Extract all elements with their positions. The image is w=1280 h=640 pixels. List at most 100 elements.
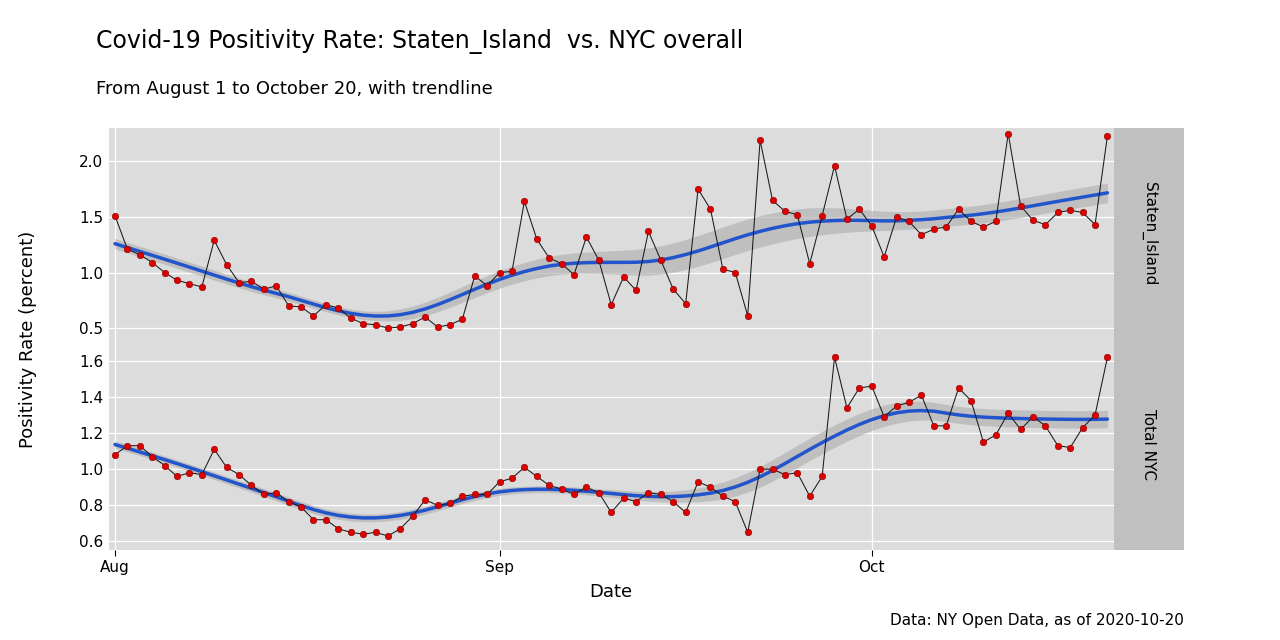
Point bbox=[1085, 410, 1106, 420]
Point bbox=[911, 390, 932, 400]
Point bbox=[204, 444, 224, 454]
Point bbox=[179, 468, 200, 478]
Point bbox=[328, 524, 348, 534]
Point bbox=[700, 204, 721, 214]
Point bbox=[650, 255, 671, 266]
Point bbox=[142, 451, 163, 461]
Point bbox=[216, 260, 237, 270]
Point bbox=[1073, 422, 1093, 433]
Point bbox=[750, 464, 771, 474]
Point bbox=[639, 488, 659, 498]
Point bbox=[800, 491, 820, 501]
Point bbox=[986, 216, 1006, 227]
Point bbox=[118, 244, 138, 254]
Point bbox=[241, 480, 261, 490]
Point bbox=[229, 277, 250, 287]
Point bbox=[849, 204, 869, 214]
Point bbox=[750, 135, 771, 145]
Text: Staten_Island: Staten_Island bbox=[1140, 182, 1157, 285]
Point bbox=[241, 276, 261, 287]
Point bbox=[266, 488, 287, 498]
Point bbox=[626, 285, 646, 296]
Point bbox=[515, 462, 535, 472]
Point bbox=[663, 497, 684, 507]
Point bbox=[774, 470, 795, 480]
Point bbox=[650, 490, 671, 500]
Point bbox=[763, 195, 783, 205]
Point bbox=[874, 252, 895, 262]
Point bbox=[837, 214, 858, 224]
Point bbox=[415, 312, 435, 322]
Point bbox=[539, 480, 559, 490]
Point bbox=[353, 529, 374, 540]
Point bbox=[1010, 201, 1030, 211]
Point bbox=[886, 212, 906, 222]
Point bbox=[428, 322, 448, 332]
Point bbox=[502, 473, 522, 483]
Point bbox=[973, 222, 993, 232]
Point bbox=[886, 401, 906, 411]
Point bbox=[539, 253, 559, 263]
Point bbox=[192, 282, 212, 292]
Point bbox=[477, 281, 498, 291]
Point bbox=[291, 502, 311, 512]
Point bbox=[998, 408, 1019, 419]
Point bbox=[613, 493, 634, 503]
Point bbox=[378, 323, 398, 333]
Point bbox=[179, 278, 200, 289]
Point bbox=[986, 429, 1006, 440]
Point bbox=[724, 268, 745, 278]
Point bbox=[1047, 207, 1068, 218]
Point bbox=[465, 490, 485, 500]
Point bbox=[837, 403, 858, 413]
Point bbox=[291, 302, 311, 312]
Point bbox=[155, 460, 175, 470]
Point bbox=[316, 300, 337, 310]
Point bbox=[948, 383, 969, 393]
Point bbox=[948, 204, 969, 214]
Point bbox=[489, 268, 509, 278]
Point bbox=[1085, 220, 1106, 230]
Point bbox=[737, 527, 758, 538]
Point bbox=[676, 508, 696, 518]
Point bbox=[303, 311, 324, 321]
Point bbox=[118, 440, 138, 451]
Point bbox=[166, 471, 187, 481]
Point bbox=[552, 484, 572, 494]
Point bbox=[129, 250, 150, 260]
Point bbox=[626, 497, 646, 507]
Point bbox=[961, 396, 982, 406]
Text: From August 1 to October 20, with trendline: From August 1 to October 20, with trendl… bbox=[96, 80, 493, 98]
Point bbox=[1010, 424, 1030, 435]
Point bbox=[428, 500, 448, 510]
Point bbox=[1023, 412, 1043, 422]
Point bbox=[687, 477, 708, 487]
Point bbox=[402, 319, 422, 329]
Point bbox=[415, 495, 435, 505]
Point bbox=[1097, 131, 1117, 141]
Point bbox=[1060, 442, 1080, 452]
Point bbox=[1036, 220, 1056, 230]
Point bbox=[1023, 215, 1043, 225]
Point bbox=[663, 284, 684, 294]
Point bbox=[216, 462, 237, 472]
Point bbox=[452, 491, 472, 501]
Point bbox=[800, 259, 820, 269]
Point bbox=[924, 420, 945, 431]
Point bbox=[1073, 207, 1093, 218]
Point bbox=[328, 303, 348, 313]
Point bbox=[552, 259, 572, 269]
Point bbox=[279, 301, 300, 311]
Point bbox=[440, 499, 461, 509]
Point bbox=[365, 319, 385, 330]
Point bbox=[155, 268, 175, 278]
Point bbox=[899, 216, 919, 227]
Point bbox=[440, 319, 461, 330]
Point bbox=[526, 471, 547, 481]
Point bbox=[589, 488, 609, 498]
Point bbox=[477, 490, 498, 500]
Point bbox=[924, 224, 945, 234]
Point bbox=[973, 437, 993, 447]
Point bbox=[961, 216, 982, 227]
Point bbox=[489, 477, 509, 487]
